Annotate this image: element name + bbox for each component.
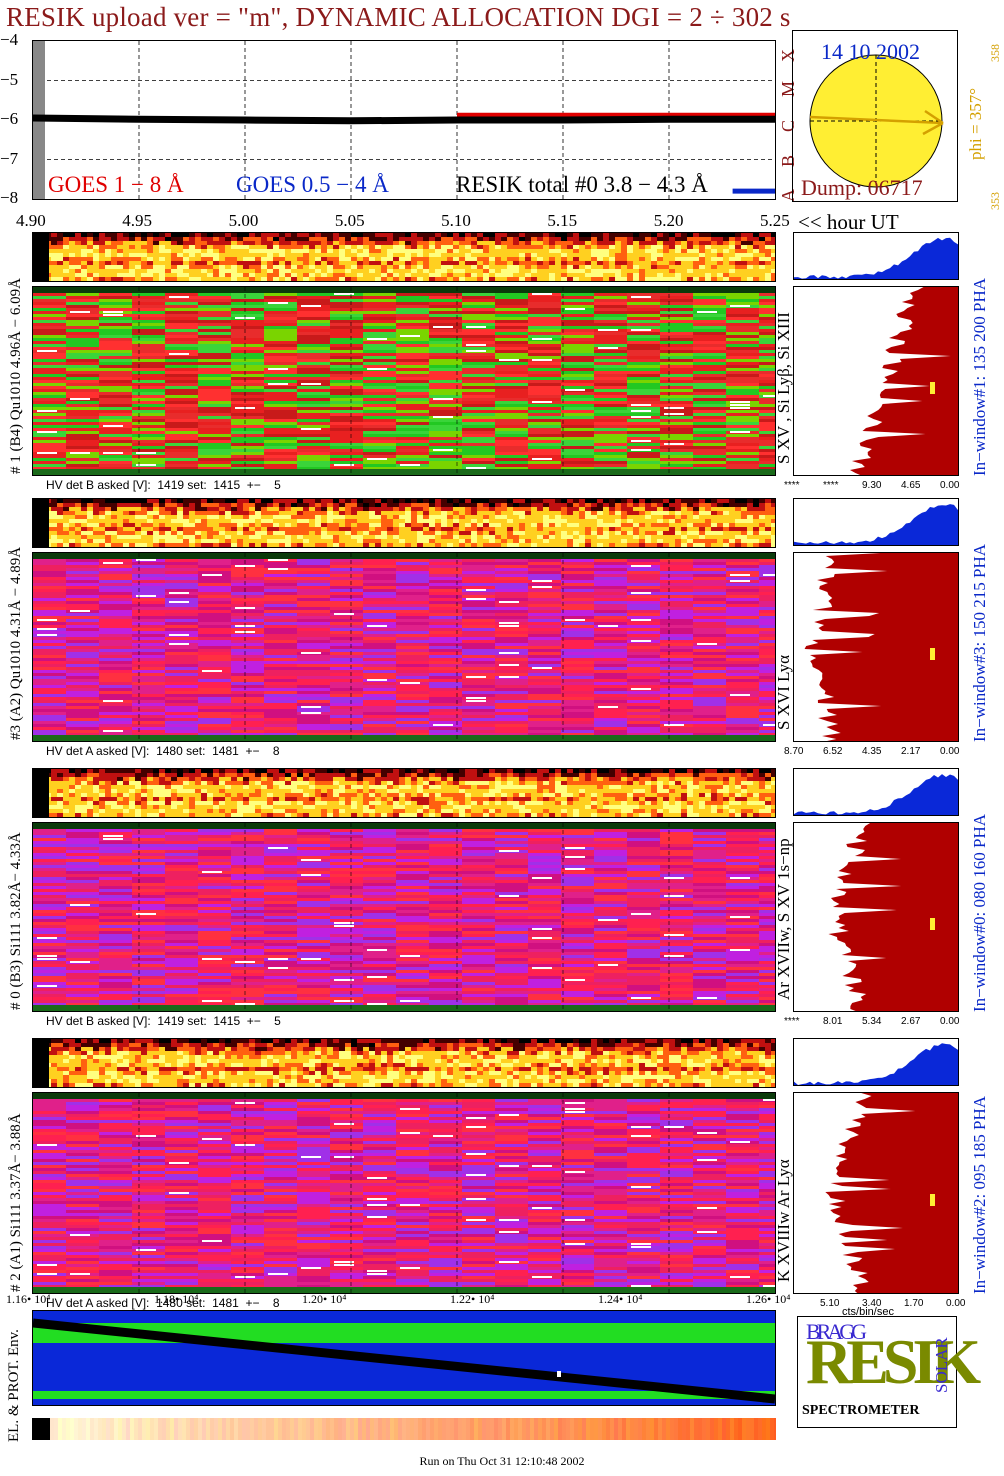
- hist-tick-label: 4.65: [901, 480, 921, 491]
- goes-ytick: −8: [0, 188, 19, 207]
- hist-tick-label: 9.30: [862, 480, 882, 491]
- time-tick-label: 5.25: [760, 211, 790, 230]
- hist-tick-label: ****: [784, 480, 800, 491]
- hist-tick-label: 0.00: [946, 1298, 966, 1309]
- channel-top-strip: [32, 768, 776, 818]
- channel-pha-histogram: [793, 498, 959, 546]
- time-tick-label: 5.10: [441, 211, 471, 230]
- channel-pha-histogram: [793, 232, 959, 280]
- goes-ytick: −5: [0, 69, 19, 89]
- channel-window-label: In−window#3: 150 215 PHA: [970, 543, 989, 742]
- time-tick-label: 5.00: [228, 211, 259, 230]
- env-tick-label: 1.18• 10⁴: [154, 1292, 199, 1306]
- sun-panel: 14 10 2002 Dump: 06717: [792, 30, 958, 202]
- hv-note: HV det B asked [V]: 1419 set: 1415 +− 5: [46, 1014, 281, 1028]
- hist-tick-label: 6.52: [823, 746, 843, 757]
- channel-lines-label: S XVI Lyα: [774, 654, 793, 730]
- environment-label: EL. & PROT. Env.: [6, 1329, 22, 1442]
- channel-spectrogram: [32, 822, 776, 1012]
- channel-spectrogram: [32, 1092, 776, 1294]
- hist-tick-label: 0.00: [940, 480, 960, 491]
- env-tick-label: 1.22• 10⁴: [450, 1292, 495, 1306]
- logo-bragg: BRAGG: [806, 1319, 867, 1344]
- env-tick-label: 1.26• 10⁴: [746, 1292, 791, 1306]
- goes-ytick: −6: [0, 109, 19, 128]
- hist-tick-label: 8.70: [784, 746, 804, 757]
- channel-lines-label: K XVIIIw Ar Lyα: [774, 1159, 793, 1282]
- channel-left-label: # 0 (B3) Si111 3.82Å− 4.33Å: [8, 832, 24, 1010]
- hv-note: HV det A asked [V]: 1480 set: 1481 +− 8: [46, 1296, 280, 1310]
- env-tick-label: 1.16• 10⁴: [6, 1292, 51, 1306]
- phi-min: 353: [988, 192, 1002, 210]
- goes-plot: [32, 40, 776, 200]
- channel-pha-histogram: [793, 1038, 959, 1086]
- time-tick-label: 4.95: [122, 211, 153, 230]
- logo-spectrometer: SPECTROMETER: [802, 1403, 920, 1418]
- hist-tick-label: ****: [823, 480, 839, 491]
- hist-xlabel: cts/bin/sec: [842, 1306, 894, 1318]
- channel-spectrogram: [32, 286, 776, 476]
- goes-ytick: −4: [0, 30, 19, 49]
- channel-left-label: # 2 (A1) Si111 3.37Å− 3.88Å: [8, 1113, 24, 1292]
- resik-logo: BRAGG RESIK SOLAR SPECTROMETER: [797, 1316, 981, 1428]
- hist-tick-label: 2.67: [901, 1016, 921, 1027]
- observation-date: 14 10 2002: [821, 39, 920, 64]
- hist-tick-label: 4.35: [862, 746, 882, 757]
- channel-spectrum-histogram: [793, 552, 959, 742]
- hist-tick-label: 3.40: [862, 1298, 882, 1309]
- channel-spectrum-histogram: [793, 822, 959, 1012]
- phi-arrow-icon: [809, 109, 944, 136]
- page-title: RESIK upload ver = "m", DYNAMIC ALLOCATI…: [6, 2, 791, 32]
- hv-note: HV det B asked [V]: 1419 set: 1415 +− 5: [46, 478, 281, 492]
- time-tick-label: 5.15: [547, 211, 578, 230]
- env-tick-label: 1.24• 10⁴: [598, 1292, 643, 1306]
- environment-plot: [32, 1310, 776, 1406]
- phi-max: 358: [988, 44, 1002, 62]
- channel-spectrum-histogram: [793, 1092, 959, 1294]
- hv-note: HV det A asked [V]: 1480 set: 1481 +− 8: [46, 744, 280, 758]
- time-tick-label: 4.90: [16, 211, 46, 230]
- logo-solar: SOLAR: [932, 1337, 951, 1393]
- environment-color-bar: [32, 1418, 776, 1440]
- dump-number: Dump: 06717: [801, 175, 923, 200]
- time-tick-label: 5.05: [334, 211, 365, 230]
- channel-window-label: In−window#2: 095 185 PHA: [970, 1095, 989, 1294]
- channel-lines-label: Ar XVIIw, S XV 1s−np: [774, 838, 793, 1000]
- channel-pha-histogram: [793, 768, 959, 816]
- channel-top-strip: [32, 498, 776, 548]
- hist-tick-label: 5.10: [820, 1298, 840, 1309]
- hist-tick-label: 0.00: [940, 1016, 960, 1027]
- phi-label: phi = 357°: [966, 87, 985, 160]
- channel-spectrum-histogram: [793, 286, 959, 476]
- legend-goes-1-8: GOES 1 − 8 Å: [48, 172, 184, 197]
- legend-resik-total: RESIK total #0 3.8 − 4.3 Å: [456, 172, 708, 197]
- channel-lines-label: S XV , Si Lyβ, Si XIII: [774, 312, 793, 464]
- channel-left-label: #3 (A2) Qu1010 4.31Å − 4.89Å: [8, 546, 24, 740]
- time-axis-unit: << hour UT: [798, 210, 899, 234]
- goes-series-2: [33, 114, 775, 125]
- hist-tick-label: 0.00: [940, 746, 960, 757]
- hist-tick-label: ****: [784, 1016, 800, 1027]
- channel-spectrogram: [32, 552, 776, 742]
- channel-top-strip: [32, 1038, 776, 1088]
- hist-tick-label: 8.01: [823, 1016, 843, 1027]
- time-tick-label: 5.20: [653, 211, 684, 230]
- run-timestamp: Run on Thu Oct 31 12:10:48 2002: [419, 1454, 585, 1468]
- environment-trend-line: [33, 1318, 775, 1404]
- hist-tick-label: 5.34: [862, 1016, 882, 1027]
- channel-window-label: In−window#0: 080 160 PHA: [970, 813, 989, 1012]
- legend-goes-05-4: GOES 0.5 − 4 Å: [236, 172, 389, 197]
- channel-top-strip: [32, 232, 776, 282]
- hist-tick-label: 1.70: [904, 1298, 924, 1309]
- logo-letters: RESIK: [806, 1326, 981, 1397]
- goes-ytick: −7: [0, 148, 19, 168]
- channel-left-label: # 1 (B4) Qu1010 4.96Å − 6.09Å: [8, 278, 24, 474]
- env-tick-label: 1.20• 10⁴: [302, 1292, 347, 1306]
- channel-window-label: In−window#1: 135 200 PHA: [970, 277, 989, 476]
- hist-tick-label: 2.17: [901, 746, 921, 757]
- goes-plot-svg: [33, 41, 775, 199]
